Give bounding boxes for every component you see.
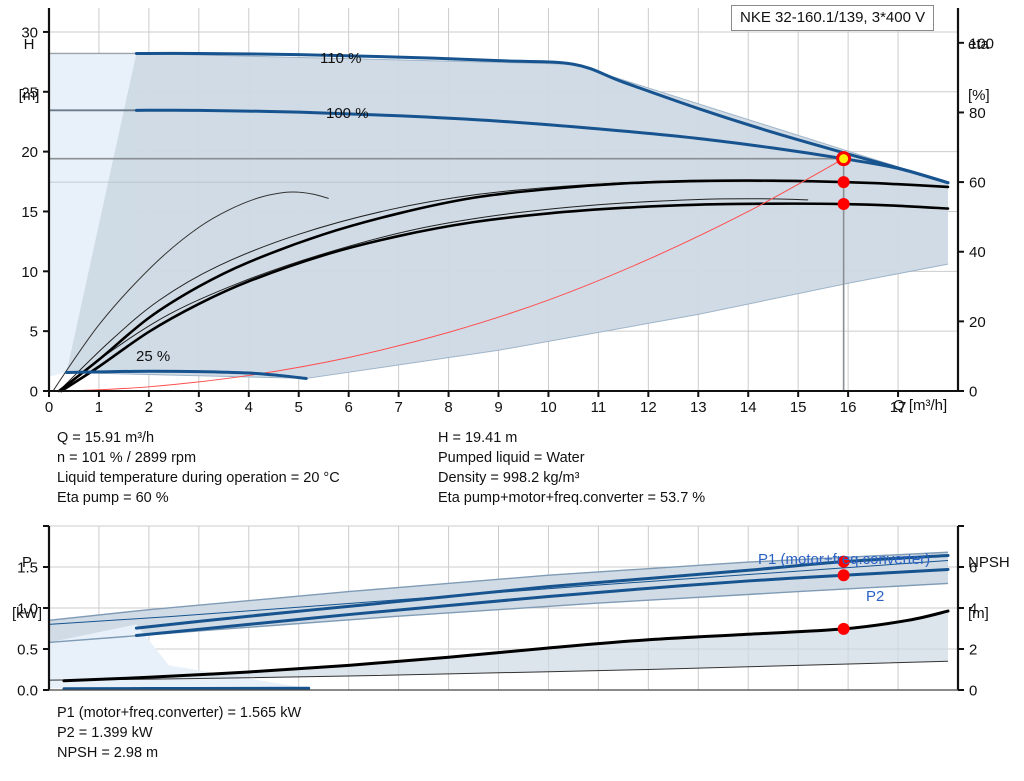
info-right-h: H = 19.41 m [438, 430, 518, 446]
top-y2-tick: 40 [969, 244, 986, 261]
top-x-tick: 3 [195, 399, 203, 416]
top-x-tick: 17 [890, 399, 907, 416]
top-x-tick: 14 [740, 399, 757, 416]
bottom-right-axis-title-line1: NPSH [968, 554, 1010, 571]
top-x-tick: 8 [444, 399, 452, 416]
top-y-tick: 20 [21, 144, 38, 161]
top-y2-tick: 0 [969, 384, 977, 401]
top-left-axis-title: H [m] [12, 2, 46, 138]
bottom-y2-tick: 4 [969, 601, 977, 618]
top-x-tick: 6 [344, 399, 352, 416]
top-x-tick: 5 [295, 399, 303, 416]
top-x-tick: 7 [394, 399, 402, 416]
curve-label-100: 100 % [326, 105, 369, 122]
info-right-density: Density = 998.2 kg/m³ [438, 470, 580, 486]
info-left-eta: Eta pump = 60 % [57, 490, 169, 506]
top-x-tick: 16 [840, 399, 857, 416]
bottom-y-tick: 1.0 [17, 601, 38, 618]
top-right-axis-title-line1: eta [968, 36, 989, 53]
top-x-tick: 1 [95, 399, 103, 416]
info-block-bottom: P1 (motor+freq.converter) = 1.565 kW P2 … [57, 703, 301, 763]
info-right-liquid: Pumped liquid = Water [438, 450, 585, 466]
info-bottom-p2: P2 = 1.399 kW [57, 725, 153, 741]
top-x-tick: 0 [45, 399, 53, 416]
bottom-y2-tick: 6 [969, 560, 977, 577]
top-right-axis-title: eta [%] [968, 2, 1018, 138]
top-y-tick: 10 [21, 264, 38, 281]
top-x-tick: 4 [245, 399, 253, 416]
info-bottom-p1: P1 (motor+freq.converter) = 1.565 kW [57, 705, 302, 721]
curve-label-p1: P1 (motor+freq.converter) [758, 551, 931, 568]
top-y2-tick: 80 [969, 105, 986, 122]
bottom-right-axis-title-line2: [m] [968, 605, 989, 622]
top-x-tick: 2 [145, 399, 153, 416]
top-y-tick: 30 [21, 24, 38, 41]
info-right-eta-total: Eta pump+motor+freq.converter = 53.7 % [438, 490, 706, 506]
info-left-n: n = 101 % / 2899 rpm [57, 450, 197, 466]
info-block-left: Q = 15.91 m³/h n = 101 % / 2899 rpm Liqu… [57, 428, 340, 508]
power-npsh-chart: 0.0 0.5 1.0 1.5 0 2 4 6 [17, 525, 977, 700]
bottom-left-axis-title-line2: [kW] [12, 605, 42, 622]
bottom-y2-tick: 2 [969, 642, 977, 659]
curve-label-p2: P2 [866, 588, 885, 605]
top-x-tick: 13 [690, 399, 707, 416]
top-right-axis-title-line2: [%] [968, 87, 990, 104]
bottom-y-tick: 1.5 [17, 560, 38, 577]
info-left-temp: Liquid temperature during operation = 20… [57, 470, 340, 486]
bottom-y2-tick: 0 [969, 683, 977, 700]
top-left-axis-title-line1: H [23, 36, 35, 53]
bottom-y-tick: 0.0 [17, 683, 38, 700]
top-y-tick: 25 [21, 84, 38, 101]
top-y2-tick: 100 [969, 35, 994, 52]
top-x-tick: 10 [540, 399, 557, 416]
top-x-tick: 15 [790, 399, 807, 416]
info-left-q: Q = 15.91 m³/h [57, 430, 155, 446]
bottom-left-axis-title: P [kW] [6, 520, 48, 656]
info-block-right: H = 19.41 m Pumped liquid = Water Densit… [438, 428, 705, 508]
top-x-tick: 9 [494, 399, 502, 416]
info-bottom-npsh: NPSH = 2.98 m [57, 745, 159, 761]
top-x-tick: 12 [640, 399, 657, 416]
top-y-tick: 5 [30, 324, 38, 341]
top-y2-tick: 60 [969, 175, 986, 192]
bottom-right-axis-title: NPSH [m] [968, 520, 1024, 656]
curve-label-110: 110 % [320, 50, 362, 67]
x-axis-title-top: Q [m³/h] [893, 397, 948, 414]
top-y-tick: 0 [30, 384, 38, 401]
top-y-tick: 15 [21, 204, 38, 221]
chart-title-box: NKE 32-160.1/139, 3*400 V [731, 5, 935, 31]
bottom-left-axis-title-line1: P [21, 554, 32, 571]
curve-label-25: 25 % [136, 348, 171, 365]
top-x-tick: 11 [591, 399, 607, 416]
bottom-y-tick: 0.5 [17, 642, 38, 659]
top-left-axis-title-line2: [m] [18, 87, 40, 104]
top-y2-tick: 20 [969, 314, 986, 331]
